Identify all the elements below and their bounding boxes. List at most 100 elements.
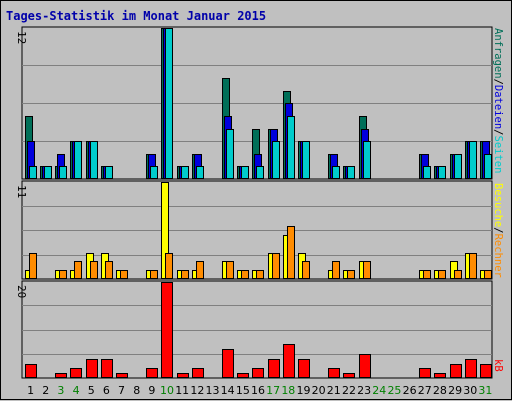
x-tick-label: 20 (312, 384, 326, 397)
bar-seiten-day-18 (287, 116, 295, 179)
bar-kb-day-9 (146, 368, 158, 378)
bar-seiten-day-1 (29, 166, 37, 179)
bar-seiten-day-17 (272, 141, 280, 179)
x-tick-label: 13 (206, 384, 220, 397)
bar-seiten-day-16 (256, 166, 264, 179)
bar-rechner-day-7 (120, 270, 128, 279)
bar-rechner-day-27 (423, 270, 431, 279)
x-tick-label: 27 (418, 384, 432, 397)
panel-top: 12 (15, 26, 493, 180)
bar-kb-day-7 (116, 373, 128, 378)
bar-rechner-day-31 (484, 270, 492, 279)
x-tick-label: 8 (133, 384, 140, 397)
bar-seiten-day-12 (196, 166, 204, 179)
x-tick-label: 11 (175, 384, 189, 397)
x-tick-label: 12 (190, 384, 204, 397)
x-axis-labels: 1 2 3 4 5 6 7 8 9 10 11 12 13 14 15 16 17 18 19 20 21 22 23 24 2… (27, 384, 492, 397)
bar-kb-day-18 (283, 344, 295, 378)
bar-rechner-day-21 (332, 261, 340, 279)
bar-seiten-day-5 (90, 141, 98, 179)
side-label-part: / (492, 129, 504, 135)
bar-seiten-day-6 (105, 166, 113, 179)
side-label-middle: Besuche/Rechner (492, 183, 504, 278)
bar-kb-day-6 (101, 359, 113, 378)
bar-kb-day-28 (434, 373, 446, 378)
x-tick-label: 14 (221, 384, 235, 397)
bar-kb-day-10 (161, 282, 173, 378)
bar-seiten-day-4 (74, 141, 82, 179)
bar-kb-day-17 (268, 359, 280, 378)
x-tick-label: 16 (251, 384, 265, 397)
bar-seiten-day-30 (469, 141, 477, 179)
bar-rechner-day-17 (272, 253, 280, 279)
bar-seiten-day-27 (423, 166, 431, 179)
bar-rechner-day-3 (59, 270, 67, 279)
y-max-label: 12 (15, 31, 28, 44)
bar-seiten-day-21 (332, 166, 340, 179)
x-tick-label: 30 (463, 384, 477, 397)
bar-rechner-day-28 (438, 270, 446, 279)
bar-rechner-day-22 (347, 270, 355, 279)
x-tick-label: 9 (148, 384, 155, 397)
bar-kb-day-12 (192, 368, 204, 378)
side-label-top: Anfragen/Dateien/Seiten (492, 28, 504, 173)
bar-rechner-day-23 (363, 261, 371, 279)
bar-kb-day-1 (25, 364, 37, 378)
bar-kb-day-23 (359, 354, 371, 378)
side-label-part: Anfragen (492, 28, 504, 79)
side-label-part: Besuche (492, 183, 504, 227)
bar-seiten-day-10 (165, 28, 173, 179)
bar-kb-day-4 (70, 368, 82, 378)
bar-seiten-day-15 (241, 166, 249, 179)
bar-kb-day-27 (419, 368, 431, 378)
x-tick-label: 26 (403, 384, 417, 397)
side-label-part: Dateien (492, 85, 504, 129)
x-tick-label: 3 (57, 384, 64, 397)
bar-rechner-day-6 (105, 261, 113, 279)
bar-seiten-day-29 (454, 154, 462, 179)
bar-rechner-day-18 (287, 226, 295, 279)
x-tick-label: 18 (281, 384, 295, 397)
bar-seiten-day-19 (302, 141, 310, 179)
x-tick-label: 19 (296, 384, 310, 397)
bar-rechner-day-10 (165, 253, 173, 279)
x-tick-label: 4 (73, 384, 80, 397)
x-tick-label: 7 (118, 384, 125, 397)
bar-rechner-day-30 (469, 253, 477, 279)
bar-seiten-day-28 (438, 166, 446, 179)
side-label-part: / (492, 79, 504, 85)
x-tick-label: 24 (372, 384, 386, 397)
bar-seiten-day-31 (484, 154, 492, 179)
bar-seiten-day-9 (150, 166, 158, 179)
panel-bottom: 20 (15, 280, 493, 379)
x-tick-label: 6 (103, 384, 110, 397)
bar-seiten-day-23 (363, 141, 371, 179)
side-label-part: Seiten (492, 136, 504, 174)
chart-title: Tages-Statistik im Monat Januar 2015 (6, 9, 266, 23)
bar-kb-day-29 (450, 364, 462, 378)
bar-seiten-day-3 (59, 166, 67, 179)
bar-kb-day-22 (343, 373, 355, 378)
side-label-part: Rechner (492, 234, 504, 278)
x-tick-label: 29 (448, 384, 462, 397)
bar-seiten-day-22 (347, 166, 355, 179)
x-tick-label: 1 (27, 384, 34, 397)
y-max-label: 11 (15, 185, 28, 198)
bar-kb-day-5 (86, 359, 98, 378)
x-tick-label: 5 (88, 384, 95, 397)
panel-background (21, 280, 493, 379)
bar-rechner-day-5 (90, 261, 98, 279)
x-tick-label: 25 (387, 384, 401, 397)
panel-middle: 11 (15, 180, 493, 280)
bar-kb-day-31 (480, 364, 492, 378)
bar-rechner-day-15 (241, 270, 249, 279)
bar-kb-day-19 (298, 359, 310, 378)
bar-rechner-day-16 (256, 270, 264, 279)
bar-rechner-day-1 (29, 253, 37, 279)
side-label-part: kB (492, 359, 504, 372)
side-label-bottom: kB (492, 359, 504, 372)
bar-rechner-day-9 (150, 270, 158, 279)
